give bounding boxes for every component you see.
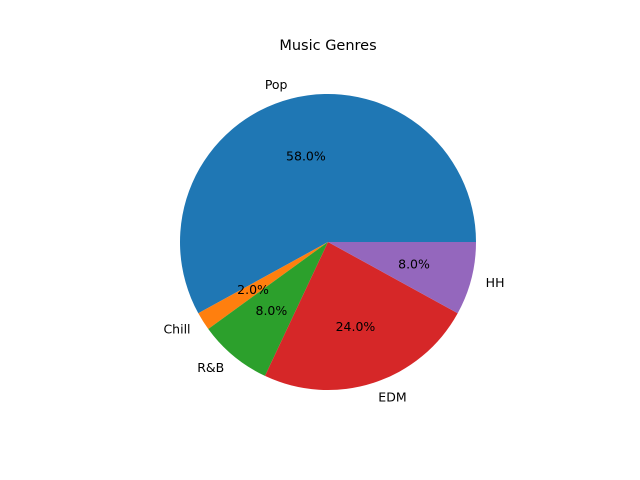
slice-percent-r-b: 8.0%	[256, 303, 288, 318]
chart-title: Music Genres	[279, 38, 376, 54]
slice-label-pop: Pop	[265, 77, 288, 92]
slice-label-edm: EDM	[378, 389, 406, 404]
pie-slice-hh	[328, 242, 476, 314]
slice-label-r-b: R&B	[197, 360, 224, 375]
pie-slice-edm	[264, 242, 458, 391]
slice-percent-pop: 58.0%	[286, 148, 326, 163]
slice-percent-edm: 24.0%	[336, 319, 376, 334]
pie-slices	[180, 94, 476, 391]
pie-slice-pop	[180, 94, 476, 314]
slice-percent-hh: 8.0%	[398, 257, 430, 272]
pie-slice-r-b	[208, 242, 328, 376]
pie-labels: Pop 58.0% Chill 2.0% R&B 8.0% EDM 24.0% HH 8.0%	[163, 77, 504, 405]
pie-slice-chill	[198, 242, 328, 329]
slice-label-hh: HH	[486, 275, 505, 290]
slice-label-chill: Chill	[163, 322, 190, 337]
slice-percent-chill: 2.0%	[237, 282, 269, 297]
